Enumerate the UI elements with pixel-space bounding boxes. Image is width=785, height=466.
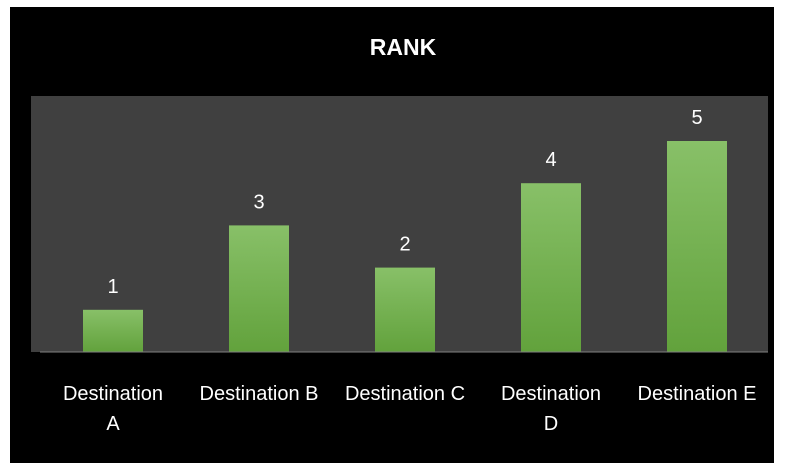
bar-5 xyxy=(667,141,727,352)
x-tick-label-1: Destination A xyxy=(63,383,163,435)
data-label-2: 3 xyxy=(253,191,264,213)
x-tick-label-5: Destination E xyxy=(638,383,757,405)
bar-4 xyxy=(521,183,581,352)
bar-1 xyxy=(83,309,143,352)
data-labels-layer: 1 3 2 4 5 xyxy=(107,107,702,298)
x-tick-label-2: Destination B xyxy=(200,383,319,405)
x-tick-label-4: Destination D xyxy=(501,383,601,435)
data-label-4: 4 xyxy=(545,149,556,171)
x-tick-label-3: Destination C xyxy=(345,383,465,405)
chart-title: RANK xyxy=(370,34,437,60)
bars-layer xyxy=(83,141,727,352)
data-label-5: 5 xyxy=(691,107,702,129)
bar-2 xyxy=(229,225,289,352)
data-label-3: 2 xyxy=(399,234,410,256)
bar-3 xyxy=(375,267,435,352)
x-tick-labels-layer: Destination A Destination B Destination C De… xyxy=(63,383,757,435)
data-label-1: 1 xyxy=(107,276,118,298)
